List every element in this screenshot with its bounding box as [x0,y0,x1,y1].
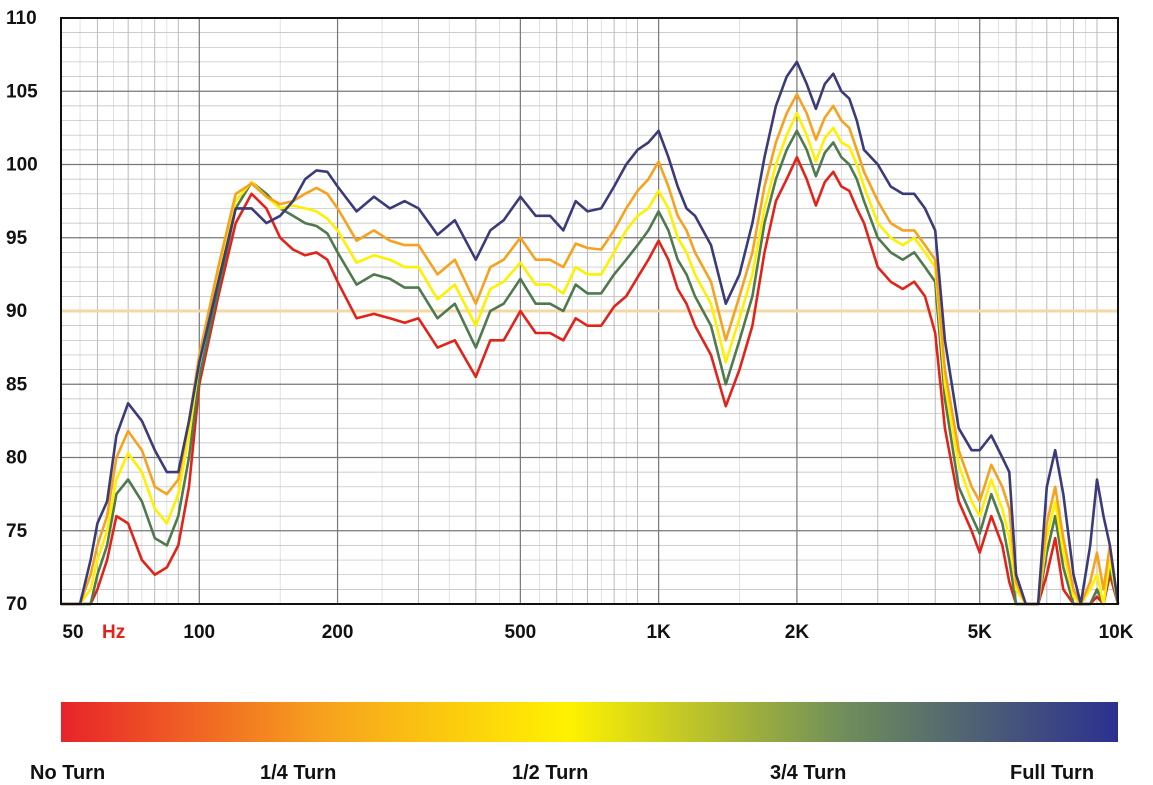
x-tick-label: 2K [785,622,810,643]
x-tick-label: 100 [183,622,215,643]
x-tick-label: 10K [1099,622,1134,643]
y-tick-label: 70 [6,594,27,615]
legend-label-1: 1/4 Turn [260,762,337,784]
y-tick-label: 110 [6,8,37,29]
legend-gradient-bar [61,702,1118,742]
series-line-1 [61,129,1120,606]
y-tick-label: 80 [6,448,27,469]
legend-label-2: 1/2 Turn [512,762,589,784]
series-line-2 [61,111,1120,606]
legend-label-3: 3/4 Turn [770,762,847,784]
y-tick-label: 90 [6,301,27,322]
series-line-0 [61,155,1120,606]
y-tick-label: 95 [6,228,28,249]
series-line-4 [61,60,1120,606]
x-tick-label: 500 [505,622,537,643]
legend-label-4: Full Turn [1010,762,1095,784]
x-tick-label: 50 [62,622,83,643]
y-tick-label: 105 [6,81,38,102]
y-tick-label: 75 [6,521,28,542]
y-tick-label: 85 [6,374,28,395]
series-lines [61,60,1120,606]
x-tick-label: 200 [322,622,354,643]
y-tick-labels: 70 75 80 85 90 95 100 105 110 [6,8,38,615]
series-line-3 [61,92,1120,606]
y-tick-label: 100 [6,155,38,176]
x-unit-label: Hz [102,622,125,643]
plot-frame [60,17,1119,605]
x-tick-label: 1K [646,622,671,643]
frequency-response-chart: 70 75 80 85 90 95 100 105 110 50 100 200 500 1K 2K 5K 1… [6,8,1134,643]
x-tick-labels: 50 100 200 500 1K 2K 5K 10K [62,622,1133,643]
x-tick-label: 5K [968,622,993,643]
legend-label-0: No Turn [30,762,106,784]
